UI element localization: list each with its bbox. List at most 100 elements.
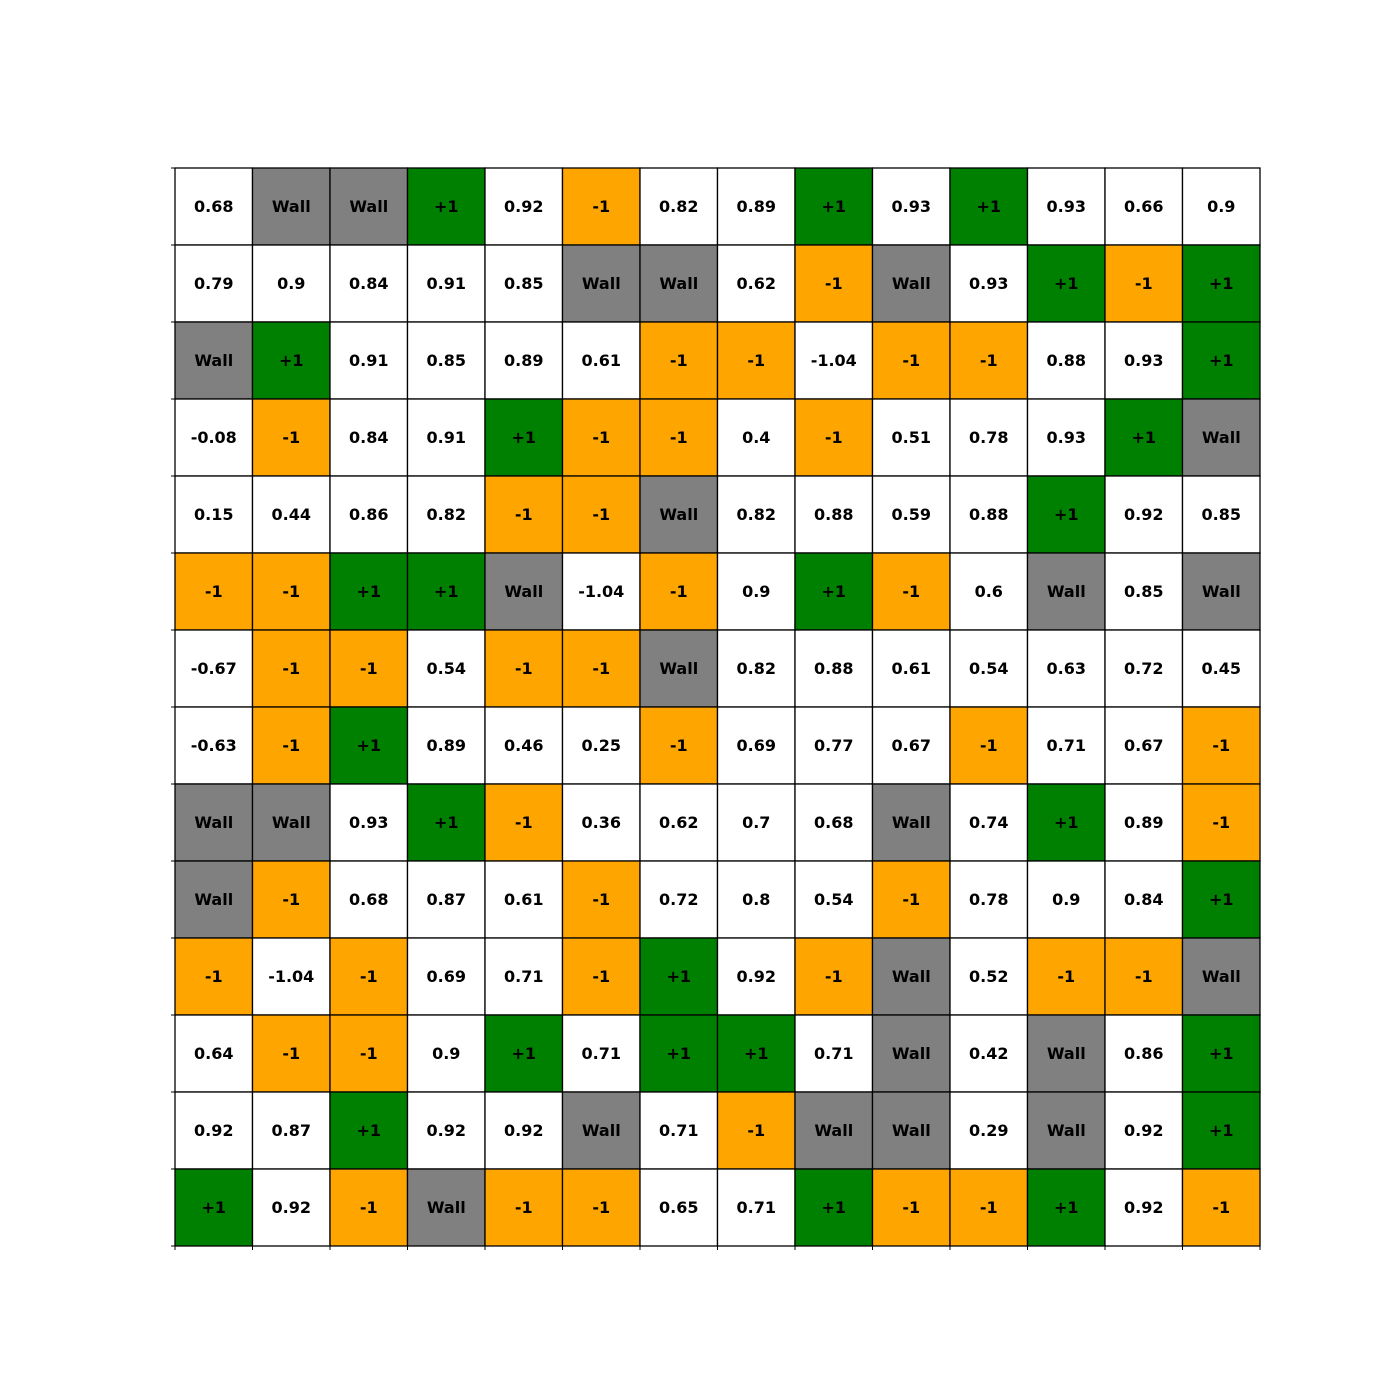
cell-label: -1 (592, 890, 610, 909)
cell-background (639, 629, 719, 708)
cell-background (251, 937, 331, 1016)
cell-background (484, 398, 564, 477)
cell-background (794, 552, 874, 631)
cell-background (949, 937, 1029, 1016)
cell-label: 0.46 (504, 736, 543, 755)
cell-background (561, 783, 641, 862)
cell-label: -1 (592, 967, 610, 986)
cell-background (1181, 629, 1261, 708)
cell-background (949, 321, 1029, 400)
grid-cell-penalty: -1 (329, 1168, 409, 1247)
cell-background (329, 167, 409, 246)
cell-background (251, 167, 331, 246)
grid-cell-goal: +1 (1181, 860, 1261, 939)
cell-background (406, 706, 486, 785)
cell-background (1181, 244, 1261, 323)
grid-cell-value: 0.61 (871, 629, 951, 708)
cell-label: 0.9 (742, 582, 770, 601)
grid-cell-wall: Wall (251, 167, 331, 246)
cell-label: 0.91 (349, 351, 388, 370)
cell-label: Wall (349, 197, 388, 216)
cell-label: Wall (194, 890, 233, 909)
grid-cell-penalty: -1 (794, 937, 874, 1016)
grid-cell-value: 0.85 (1104, 552, 1184, 631)
grid-cell-penalty: -1 (251, 706, 331, 785)
cell-label: -1 (980, 1198, 998, 1217)
cell-label: -1 (980, 351, 998, 370)
cell-label: 0.88 (1047, 351, 1086, 370)
cell-background (1181, 1014, 1261, 1093)
grid-cell-value: 0.93 (1026, 398, 1106, 477)
grid-cell-value: 0.92 (1104, 475, 1184, 554)
grid-cell-penalty: -1 (1181, 706, 1261, 785)
cell-background (716, 244, 796, 323)
cell-background (484, 1168, 564, 1247)
cell-label: 0.15 (194, 505, 233, 524)
cell-background (1026, 629, 1106, 708)
cell-background (174, 1168, 254, 1247)
cell-background (949, 475, 1029, 554)
cell-background (329, 629, 409, 708)
cell-label: 0.59 (892, 505, 931, 524)
cell-background (639, 783, 719, 862)
grid-cell-value: 0.68 (794, 783, 874, 862)
cell-background (794, 706, 874, 785)
grid-cell-value: 0.72 (1104, 629, 1184, 708)
grid-cell-value: 0.93 (1026, 167, 1106, 246)
cell-background (1104, 1014, 1184, 1093)
cell-label: -1 (1212, 813, 1230, 832)
grid-cell-goal: +1 (406, 783, 486, 862)
cell-label: Wall (659, 659, 698, 678)
grid-cell-penalty: -1 (639, 552, 719, 631)
cell-label: +1 (666, 1044, 691, 1063)
grid-cell-goal: +1 (1026, 475, 1106, 554)
cell-background (329, 783, 409, 862)
cell-background (1026, 398, 1106, 477)
cell-label: 0.92 (1124, 1121, 1163, 1140)
grid-cell-penalty: -1 (871, 321, 951, 400)
grid-cell-penalty: -1 (561, 860, 641, 939)
cell-label: 0.84 (349, 274, 388, 293)
cell-background (1026, 937, 1106, 1016)
cell-label: -1 (592, 197, 610, 216)
cell-label: 0.93 (892, 197, 931, 216)
cell-label: -1 (360, 1044, 378, 1063)
cell-background (1181, 398, 1261, 477)
grid-cell-value: 0.63 (1026, 629, 1106, 708)
cell-label: Wall (892, 813, 931, 832)
cell-background (484, 552, 564, 631)
cell-background (484, 860, 564, 939)
cell-background (484, 475, 564, 554)
cell-background (1026, 1168, 1106, 1247)
grid-cell-goal: +1 (949, 167, 1029, 246)
grid-cell-value: 0.92 (484, 167, 564, 246)
grid-cell-penalty: -1 (1181, 1168, 1261, 1247)
cell-label: -1 (825, 967, 843, 986)
cell-background (329, 552, 409, 631)
cell-label: -1 (1212, 1198, 1230, 1217)
grid-cell-wall: Wall (174, 321, 254, 400)
grid-cell-penalty: -1 (949, 706, 1029, 785)
grid-cell-wall: Wall (1026, 1014, 1106, 1093)
cell-label: 0.71 (582, 1044, 621, 1063)
grid-cell-value: 0.85 (1181, 475, 1261, 554)
cell-label: +1 (434, 197, 459, 216)
cell-background (1181, 1168, 1261, 1247)
grid-cell-penalty: -1 (251, 1014, 331, 1093)
cell-label: 0.89 (1124, 813, 1163, 832)
cell-label: -1.04 (811, 351, 857, 370)
grid-cell-value: 0.89 (406, 706, 486, 785)
cell-label: -1 (592, 505, 610, 524)
axis-ticks (171, 167, 1261, 1250)
cell-background (251, 552, 331, 631)
cell-label: 0.93 (1124, 351, 1163, 370)
grid-cell-value: 0.93 (329, 783, 409, 862)
cell-label: 0.92 (504, 197, 543, 216)
grid-cell-value: 0.93 (871, 167, 951, 246)
cell-label: 0.62 (659, 813, 698, 832)
grid-cell-value: 0.68 (174, 167, 254, 246)
cell-label: 0.72 (659, 890, 698, 909)
cell-background (1181, 860, 1261, 939)
grid-cell-value: 0.62 (716, 244, 796, 323)
